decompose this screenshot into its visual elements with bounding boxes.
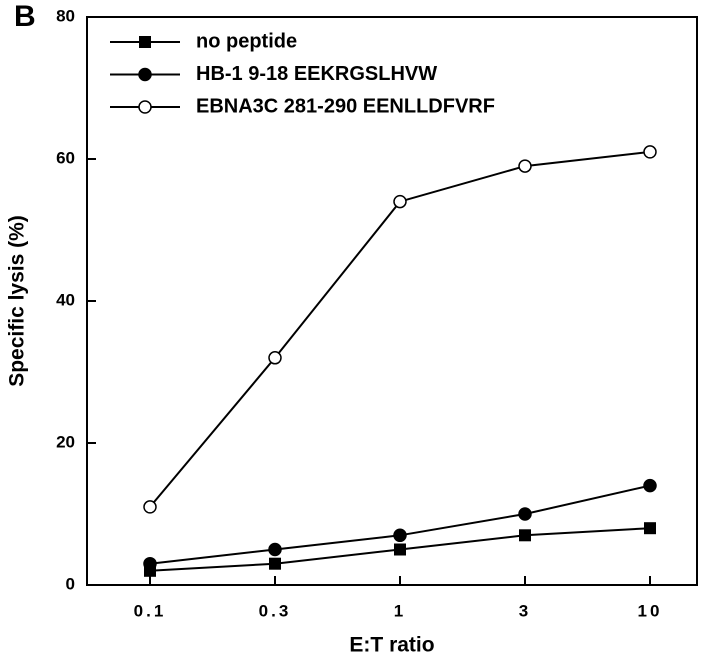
y-tick-label: 0 [66, 574, 75, 593]
panel-label: B [14, 0, 36, 33]
x-axis-label: E:T ratio [349, 634, 434, 657]
data-point [643, 145, 657, 159]
data-point [394, 543, 406, 556]
data-point [518, 507, 532, 521]
data-point [269, 557, 281, 570]
legend-label: EBNA3C 281-290 EENLLDFVRF [196, 95, 495, 117]
data-point [268, 542, 282, 557]
y-axis-label: Specific lysis (%) [6, 215, 29, 387]
data-point [393, 194, 407, 209]
x-tick-label: 0.3 [259, 601, 292, 620]
x-tick-label: 10 [638, 601, 663, 620]
data-point [518, 159, 532, 173]
data-point [143, 500, 157, 514]
data-point [268, 351, 282, 365]
data-point [644, 522, 656, 535]
y-tick-label: 60 [56, 148, 75, 167]
data-point [393, 528, 407, 543]
legend-label: HB-1 9-18 EEKRGSLHVW [196, 63, 437, 85]
y-tick-label: 80 [56, 6, 75, 25]
x-tick-label: 3 [519, 601, 531, 620]
legend-marker [138, 67, 152, 82]
y-tick-label: 20 [56, 432, 75, 451]
x-tick-label: 1 [394, 601, 406, 620]
legend-marker [139, 36, 151, 48]
data-point [643, 478, 657, 493]
data-point [519, 529, 531, 542]
data-point [143, 556, 157, 571]
legend-label: no peptide [196, 30, 297, 52]
y-tick-label: 40 [56, 290, 75, 309]
legend-marker [138, 100, 152, 114]
x-tick-label: 0.1 [134, 601, 167, 620]
